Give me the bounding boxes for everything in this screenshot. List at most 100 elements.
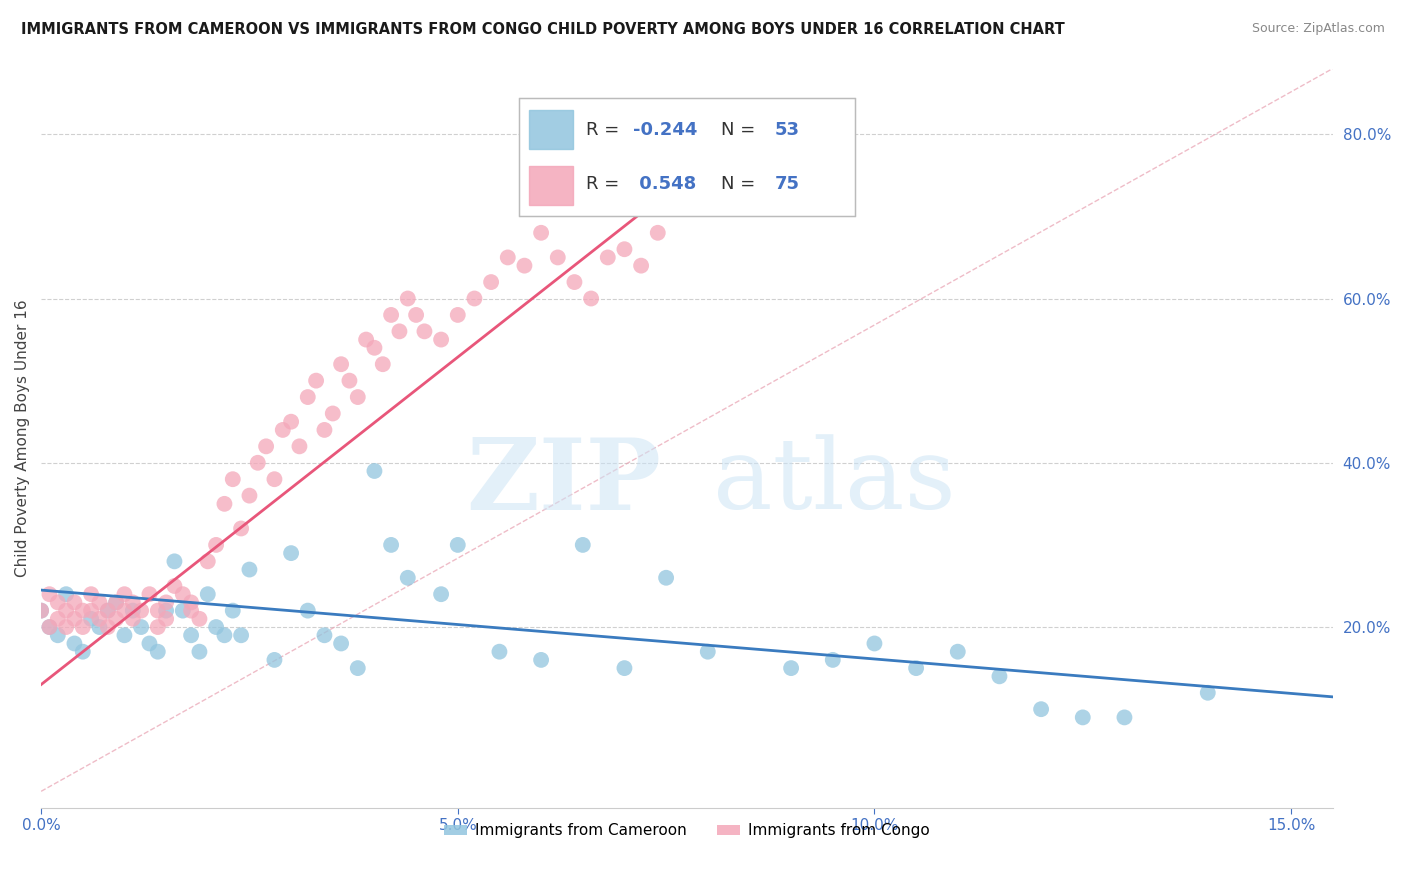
Point <box>121 604 143 618</box>
Point <box>63 612 86 626</box>
Point <box>655 571 678 585</box>
Point <box>330 636 353 650</box>
Point <box>413 324 436 338</box>
Point <box>380 308 402 322</box>
Point <box>63 636 86 650</box>
Point <box>172 604 194 618</box>
Point <box>55 604 77 618</box>
Point <box>114 628 136 642</box>
Point <box>105 612 128 626</box>
Point <box>905 661 928 675</box>
Point <box>121 595 143 609</box>
Point <box>463 292 485 306</box>
Point <box>280 415 302 429</box>
Point <box>222 604 245 618</box>
Point <box>46 628 69 642</box>
Point <box>72 604 94 618</box>
Point <box>1114 710 1136 724</box>
Point <box>205 620 228 634</box>
Point <box>363 341 385 355</box>
Point <box>38 587 60 601</box>
Point <box>447 538 470 552</box>
Point <box>380 538 402 552</box>
Point <box>322 407 344 421</box>
Point <box>46 612 69 626</box>
Point <box>105 595 128 609</box>
Point <box>339 374 361 388</box>
Point <box>121 612 143 626</box>
Point <box>222 472 245 486</box>
Point <box>297 604 319 618</box>
Point <box>55 620 77 634</box>
Point <box>371 357 394 371</box>
Point <box>530 226 553 240</box>
Point <box>488 645 510 659</box>
Text: ZIP: ZIP <box>467 434 661 531</box>
Point <box>180 595 202 609</box>
Point <box>630 259 652 273</box>
Point <box>988 669 1011 683</box>
Point <box>172 587 194 601</box>
Point <box>430 333 453 347</box>
Point <box>564 275 586 289</box>
Point <box>155 604 177 618</box>
Point <box>180 628 202 642</box>
Legend: Immigrants from Cameroon, Immigrants from Congo: Immigrants from Cameroon, Immigrants fro… <box>439 817 935 845</box>
Point <box>346 661 368 675</box>
Point <box>1029 702 1052 716</box>
Point <box>105 595 128 609</box>
Point <box>114 587 136 601</box>
Point <box>38 620 60 634</box>
Point <box>254 439 277 453</box>
Point <box>80 612 103 626</box>
Point <box>188 645 211 659</box>
Point <box>280 546 302 560</box>
Point <box>863 636 886 650</box>
Point <box>138 587 160 601</box>
Point <box>238 489 260 503</box>
Point <box>696 645 718 659</box>
Point <box>447 308 470 322</box>
Point <box>80 587 103 601</box>
Point <box>205 538 228 552</box>
Point <box>821 653 844 667</box>
Point <box>314 423 336 437</box>
Point <box>613 242 636 256</box>
Point <box>163 579 186 593</box>
Point <box>146 645 169 659</box>
Point <box>89 620 111 634</box>
Point <box>72 620 94 634</box>
Point <box>163 554 186 568</box>
Point <box>396 571 419 585</box>
Point <box>396 292 419 306</box>
Point <box>97 604 120 618</box>
Point <box>547 251 569 265</box>
Point <box>513 259 536 273</box>
Point <box>346 390 368 404</box>
Point <box>238 563 260 577</box>
Point <box>138 636 160 650</box>
Point <box>613 661 636 675</box>
Point <box>30 604 52 618</box>
Point <box>229 628 252 642</box>
Point <box>579 292 602 306</box>
Point <box>430 587 453 601</box>
Point <box>55 587 77 601</box>
Point <box>496 251 519 265</box>
Point <box>288 439 311 453</box>
Point <box>89 612 111 626</box>
Point <box>571 538 593 552</box>
Point <box>479 275 502 289</box>
Point <box>647 226 669 240</box>
Point <box>305 374 328 388</box>
Point <box>354 333 377 347</box>
Point <box>72 645 94 659</box>
Point <box>263 653 285 667</box>
Point <box>314 628 336 642</box>
Point <box>530 653 553 667</box>
Point <box>214 628 236 642</box>
Point <box>97 620 120 634</box>
Point <box>63 595 86 609</box>
Point <box>197 554 219 568</box>
Point <box>330 357 353 371</box>
